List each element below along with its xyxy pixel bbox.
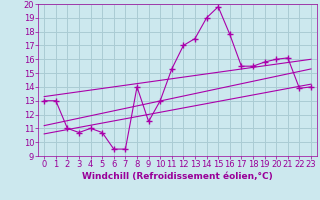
X-axis label: Windchill (Refroidissement éolien,°C): Windchill (Refroidissement éolien,°C) [82, 172, 273, 181]
